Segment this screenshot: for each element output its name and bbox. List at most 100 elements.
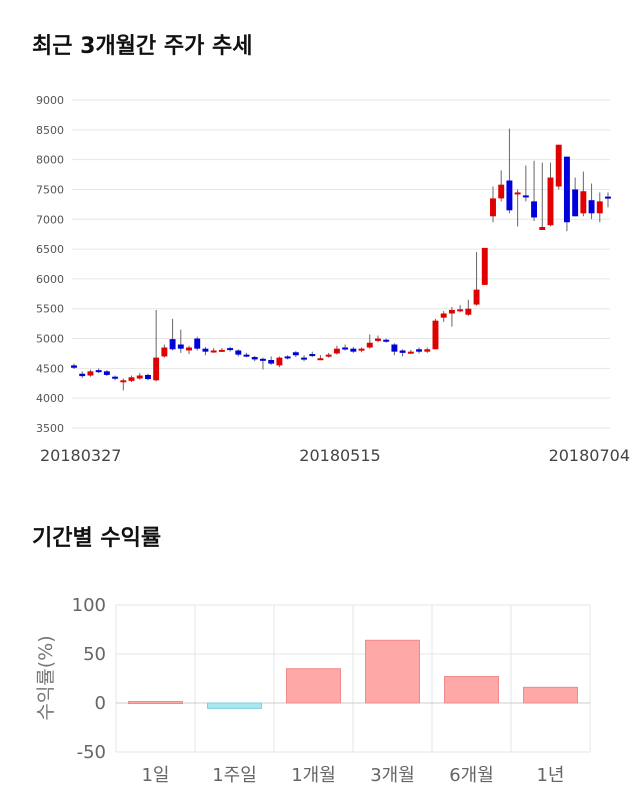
y-tick-label: 6000 [36,273,64,286]
candle-body [144,374,151,380]
candle-body [194,338,201,349]
candle-body [375,338,381,341]
price-trend-title: 최근 3개월간 주가 추세 [32,34,253,59]
return-bar [286,668,341,704]
candle-body [580,191,587,214]
price-candlestick-chart: 3500 4000 4500 5000 5500 6000 6500 7000 7500 8000… [36,94,630,465]
y-tick-label: 4500 [36,362,64,375]
candle-body [572,189,579,217]
candle-body [547,177,554,226]
x-tick-label: 6개월 [449,765,494,786]
y-tick-label: 0 [95,693,106,714]
return-bar [128,701,183,705]
candle-body [169,339,176,350]
candle-body [358,348,365,351]
candle-body [210,350,217,353]
candle-body [383,339,390,342]
candle-body [292,352,299,356]
candle-body [71,365,77,368]
x-tick-label: 20180515 [299,446,380,465]
x-tick-label: 1일 [141,765,169,786]
candle-body [186,347,192,351]
x-tick-label: 20180704 [549,446,630,465]
candle-body [490,198,496,217]
y-tick-label: 8500 [36,124,64,137]
y-axis-label: 수익률(%) [35,635,57,720]
candle-body [432,320,439,350]
y-tick-label: 7000 [36,213,64,226]
candle-body [227,348,234,351]
candle-body [506,180,513,211]
candle-body [342,347,349,350]
candle-body [514,192,521,195]
candle-body [555,144,562,187]
candle-body [333,348,340,354]
y-tick-label: 3500 [36,422,64,435]
candle-body [136,375,143,379]
candle-body [276,357,283,366]
candle-body [531,201,538,218]
candle-body [177,344,184,349]
candle-body [103,371,110,375]
candle-body [317,358,324,361]
y-tick-label: -50 [77,742,106,763]
candle-body [350,348,357,352]
candle-body [407,351,414,354]
y-tick-label: 9000 [36,94,64,107]
x-tick-label: 3개월 [370,765,415,786]
candle-body [87,371,94,376]
candle-body [440,313,447,318]
candle-body [309,354,316,357]
candle-body [596,201,603,214]
candle-body [153,357,160,381]
candle-body [473,289,480,305]
candle-body [128,377,135,381]
period-returns-title: 기간별 수익률 [32,526,162,551]
candle-body [202,348,209,352]
x-tick-label: 1개월 [291,765,336,786]
candle-body [416,349,423,352]
return-bar [207,702,262,709]
candle-body [399,350,406,353]
candle-body [366,342,373,348]
candle-body [268,360,275,364]
candle-body [481,247,488,285]
candle-body [588,200,595,214]
x-tick-label: 1주일 [212,765,257,786]
return-bar [523,686,578,704]
candle-body [112,376,119,379]
candle-body [457,309,464,312]
candle-body [251,357,258,360]
candle-body [325,354,332,357]
candle-body [605,196,611,199]
y-tick-label: 5000 [36,333,64,346]
candle-body [95,370,102,373]
x-tick-label: 1년 [536,765,564,786]
return-bar [365,639,420,704]
candle-body [284,356,291,359]
y-tick-label: 6500 [36,243,64,256]
candle-body [424,349,431,352]
candle-body [161,347,168,357]
candle-body [79,373,86,377]
candle-body [243,354,250,357]
candle-body [259,358,266,361]
y-tick-label: 100 [72,595,106,616]
candle-body [563,156,570,223]
candle-body [498,184,505,199]
y-tick-label: 4000 [36,392,64,405]
candle-body [539,227,546,231]
candle-body [522,195,529,198]
return-bar [444,676,499,704]
candle-body [465,308,472,315]
candle-body [218,349,225,352]
candle-body [235,350,242,355]
candle-body [391,344,398,352]
candle-body [448,309,455,314]
candle-body [120,380,127,383]
y-tick-label: 7500 [36,183,64,196]
y-tick-label: 50 [83,644,106,665]
y-tick-label: 8000 [36,154,64,167]
x-tick-label: 20180327 [40,446,121,465]
